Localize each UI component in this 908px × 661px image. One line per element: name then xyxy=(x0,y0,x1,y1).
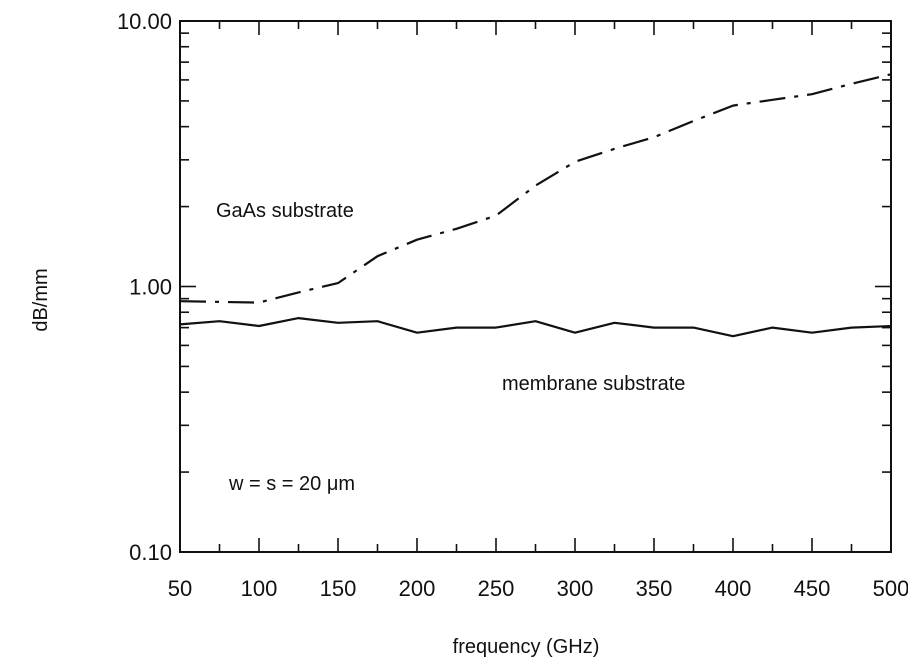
x-axis-label: frequency (GHz) xyxy=(453,636,600,658)
x-tick-label: 450 xyxy=(794,576,831,601)
y-tick-label: 0.10 xyxy=(129,540,172,565)
series-line-membrane xyxy=(179,317,892,338)
x-tick-label: 150 xyxy=(320,576,357,601)
annotation-membrane: membrane substrate xyxy=(502,373,685,395)
x-tick-label: 50 xyxy=(168,576,192,601)
x-tick-label: 350 xyxy=(636,576,673,601)
y-axis-label: dB/mm xyxy=(30,268,52,331)
tick-labels: 50 100 150 200 250 300 350 400 450 500 10.00 1.00 0.… xyxy=(117,9,908,601)
x-tick-label: 200 xyxy=(399,576,436,601)
x-tick-label: 100 xyxy=(241,576,278,601)
x-tick-label: 500 xyxy=(873,576,908,601)
annotation-gaas: GaAs substrate xyxy=(216,200,354,222)
series-line-gaas xyxy=(179,73,892,304)
x-tick-label: 300 xyxy=(557,576,594,601)
x-tick-label: 250 xyxy=(478,576,515,601)
x-tick-label: 400 xyxy=(715,576,752,601)
y-tick-label: 1.00 xyxy=(129,275,172,300)
series-layer xyxy=(179,73,892,338)
annotation-width: w = s = 20 μm xyxy=(228,473,355,495)
plot-frame xyxy=(179,20,892,553)
y-tick-label: 10.00 xyxy=(117,9,172,34)
